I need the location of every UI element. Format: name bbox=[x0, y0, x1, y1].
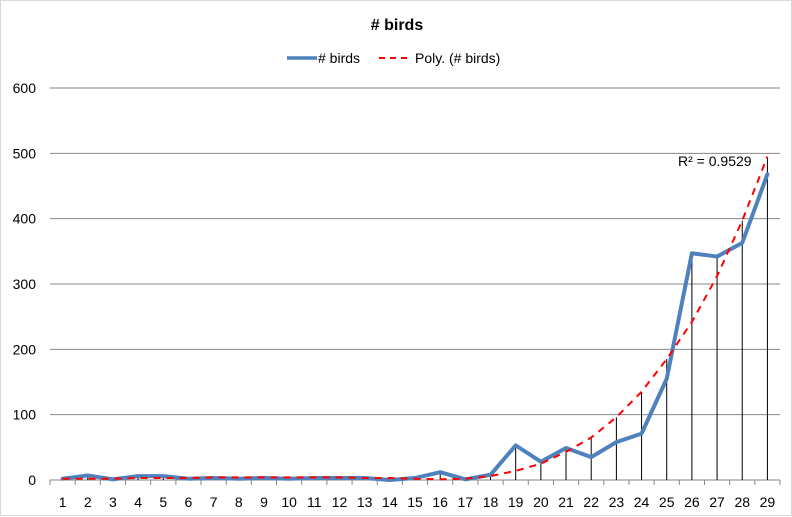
chart-title: # birds bbox=[371, 17, 424, 34]
series-layer bbox=[60, 156, 770, 482]
legend-label-birds: # birds bbox=[318, 50, 360, 66]
y-axis-labels: 0 100 200 300 400 500 600 bbox=[13, 80, 37, 488]
x-tick-label: 6 bbox=[185, 494, 193, 510]
x-tick-label: 13 bbox=[357, 494, 373, 510]
x-tick-label: 12 bbox=[332, 494, 348, 510]
x-tick-label: 16 bbox=[432, 494, 448, 510]
series-line-poly-trend bbox=[62, 156, 769, 481]
x-tick-label: 1 bbox=[59, 494, 67, 510]
x-tick-label: 19 bbox=[508, 494, 524, 510]
x-tick-label: 10 bbox=[281, 494, 297, 510]
y-tick-label: 400 bbox=[13, 211, 37, 227]
y-tick-label: 300 bbox=[13, 276, 37, 292]
y-tick-label: 200 bbox=[13, 341, 37, 357]
x-tick-label: 4 bbox=[134, 494, 142, 510]
x-tick-label: 14 bbox=[382, 494, 398, 510]
x-axis-labels: 1 2 3 4 5 6 7 8 9 10 11 12 13 14 15 16 17 18 19 20 21 22 23 24 2… bbox=[59, 494, 776, 510]
x-tick-label: 8 bbox=[235, 494, 243, 510]
x-tick-label: 23 bbox=[609, 494, 625, 510]
x-tick-label: 27 bbox=[709, 494, 725, 510]
x-tick-label: 5 bbox=[159, 494, 167, 510]
x-tick-label: 2 bbox=[84, 494, 92, 510]
gridlines bbox=[50, 87, 780, 416]
x-tick-label: 29 bbox=[760, 494, 776, 510]
x-tick-label: 21 bbox=[558, 494, 574, 510]
x-tick-label: 24 bbox=[634, 494, 650, 510]
series-line-birds bbox=[60, 172, 770, 482]
y-tick-label: 0 bbox=[28, 472, 36, 488]
x-tick-label: 28 bbox=[734, 494, 750, 510]
x-tick-label: 7 bbox=[210, 494, 218, 510]
x-tick-label: 9 bbox=[260, 494, 268, 510]
x-tick-label: 3 bbox=[109, 494, 117, 510]
x-tick-label: 11 bbox=[307, 494, 322, 510]
x-tick-label: 18 bbox=[483, 494, 499, 510]
x-tick-label: 26 bbox=[684, 494, 700, 510]
y-tick-label: 600 bbox=[13, 80, 37, 96]
x-tick-label: 25 bbox=[659, 494, 675, 510]
legend-label-poly: Poly. (# birds) bbox=[415, 50, 500, 66]
legend: # birds Poly. (# birds) bbox=[287, 50, 500, 66]
y-tick-label: 500 bbox=[13, 145, 37, 161]
y-tick-label: 100 bbox=[13, 407, 37, 423]
x-axis bbox=[49, 479, 781, 485]
x-tick-label: 22 bbox=[583, 494, 599, 510]
drop-lines bbox=[62, 156, 768, 480]
x-tick-label: 20 bbox=[533, 494, 549, 510]
x-tick-label: 15 bbox=[407, 494, 423, 510]
r-squared-label: R² = 0.9529 bbox=[678, 153, 752, 169]
x-tick-label: 17 bbox=[458, 494, 474, 510]
